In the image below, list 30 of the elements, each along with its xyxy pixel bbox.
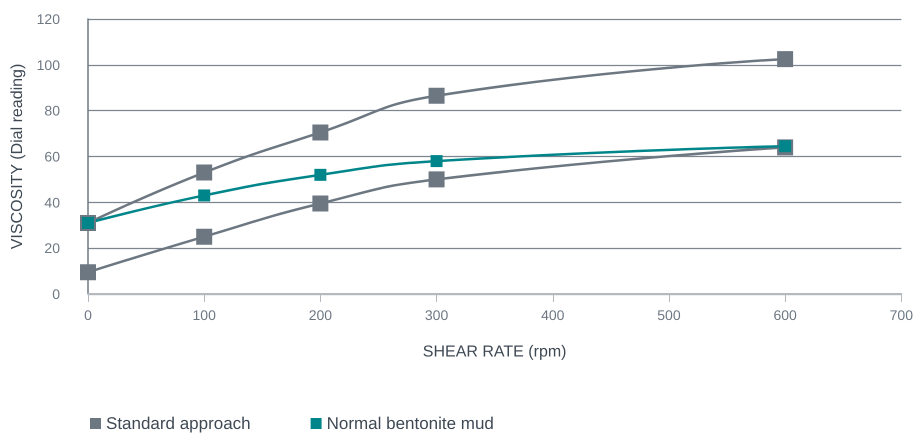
point — [430, 155, 443, 168]
point — [777, 51, 794, 68]
x-tick-label: 0 — [84, 307, 92, 323]
point — [196, 228, 212, 245]
y-tick-label: 80 — [44, 102, 60, 119]
y-tick-label: 0 — [52, 286, 60, 302]
x-tick-label: 300 — [424, 307, 448, 323]
y-tick-label: 60 — [44, 148, 60, 164]
x-tick-label: 100 — [192, 307, 216, 323]
point — [312, 124, 328, 140]
x-tick-label: 500 — [657, 307, 681, 323]
point — [314, 168, 326, 181]
y-tick-label: 120 — [36, 11, 60, 27]
legend-label: Standard approach — [106, 414, 251, 433]
y-tick-label: 40 — [44, 194, 60, 210]
point — [312, 195, 328, 212]
x-axis-title: SHEAR RATE (rpm) — [422, 344, 567, 360]
x-tick-label: 600 — [773, 307, 798, 323]
y-axis-title: VISCOSITY (Dial reading) — [9, 64, 26, 250]
point — [80, 264, 96, 280]
x-tick-label: 400 — [541, 307, 565, 323]
y-tick-label: 20 — [44, 240, 60, 256]
legend-label: Normal bentonite mud — [326, 414, 494, 433]
point — [198, 189, 210, 202]
x-tick-label: 700 — [890, 307, 914, 323]
point — [196, 164, 212, 181]
y-tick-label: 100 — [36, 56, 60, 73]
point — [428, 88, 445, 104]
point — [428, 171, 445, 188]
x-tick-label: 200 — [308, 307, 332, 323]
